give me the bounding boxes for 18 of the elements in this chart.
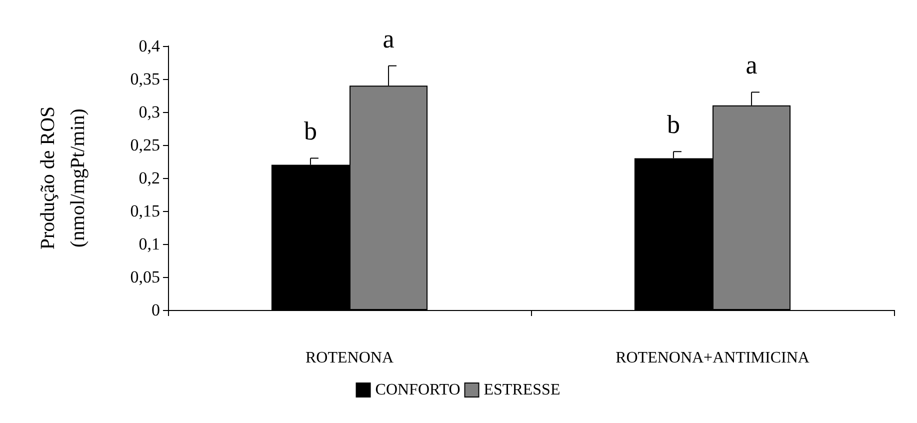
y-tick-label: 0 <box>152 300 160 320</box>
y-tick-label: 0,15 <box>130 202 160 220</box>
x-tick-label: ROTENONA <box>306 350 394 366</box>
y-tick-label: 0,1 <box>138 234 160 254</box>
data-label: b <box>304 116 317 146</box>
legend-label: CONFORTO <box>375 382 460 398</box>
y-tick-label: 0,25 <box>130 136 160 154</box>
y-axis-title: Produção de ROS (nmol/mgPt/min) <box>37 106 89 250</box>
y-tick-label: 0,05 <box>130 268 160 286</box>
legend-label: ESTRESSE <box>484 382 560 398</box>
y-tick-label: 0,35 <box>130 70 160 88</box>
y-tick-label: 0,3 <box>138 102 160 122</box>
data-label: a <box>382 24 395 54</box>
x-tick-label: ROTENONA+ANTIMICINA <box>616 350 810 366</box>
y-tick-label: 0,4 <box>138 36 160 56</box>
y-tick-label: 0,2 <box>138 168 160 188</box>
data-label: a <box>746 50 758 80</box>
data-label: b <box>666 110 680 140</box>
